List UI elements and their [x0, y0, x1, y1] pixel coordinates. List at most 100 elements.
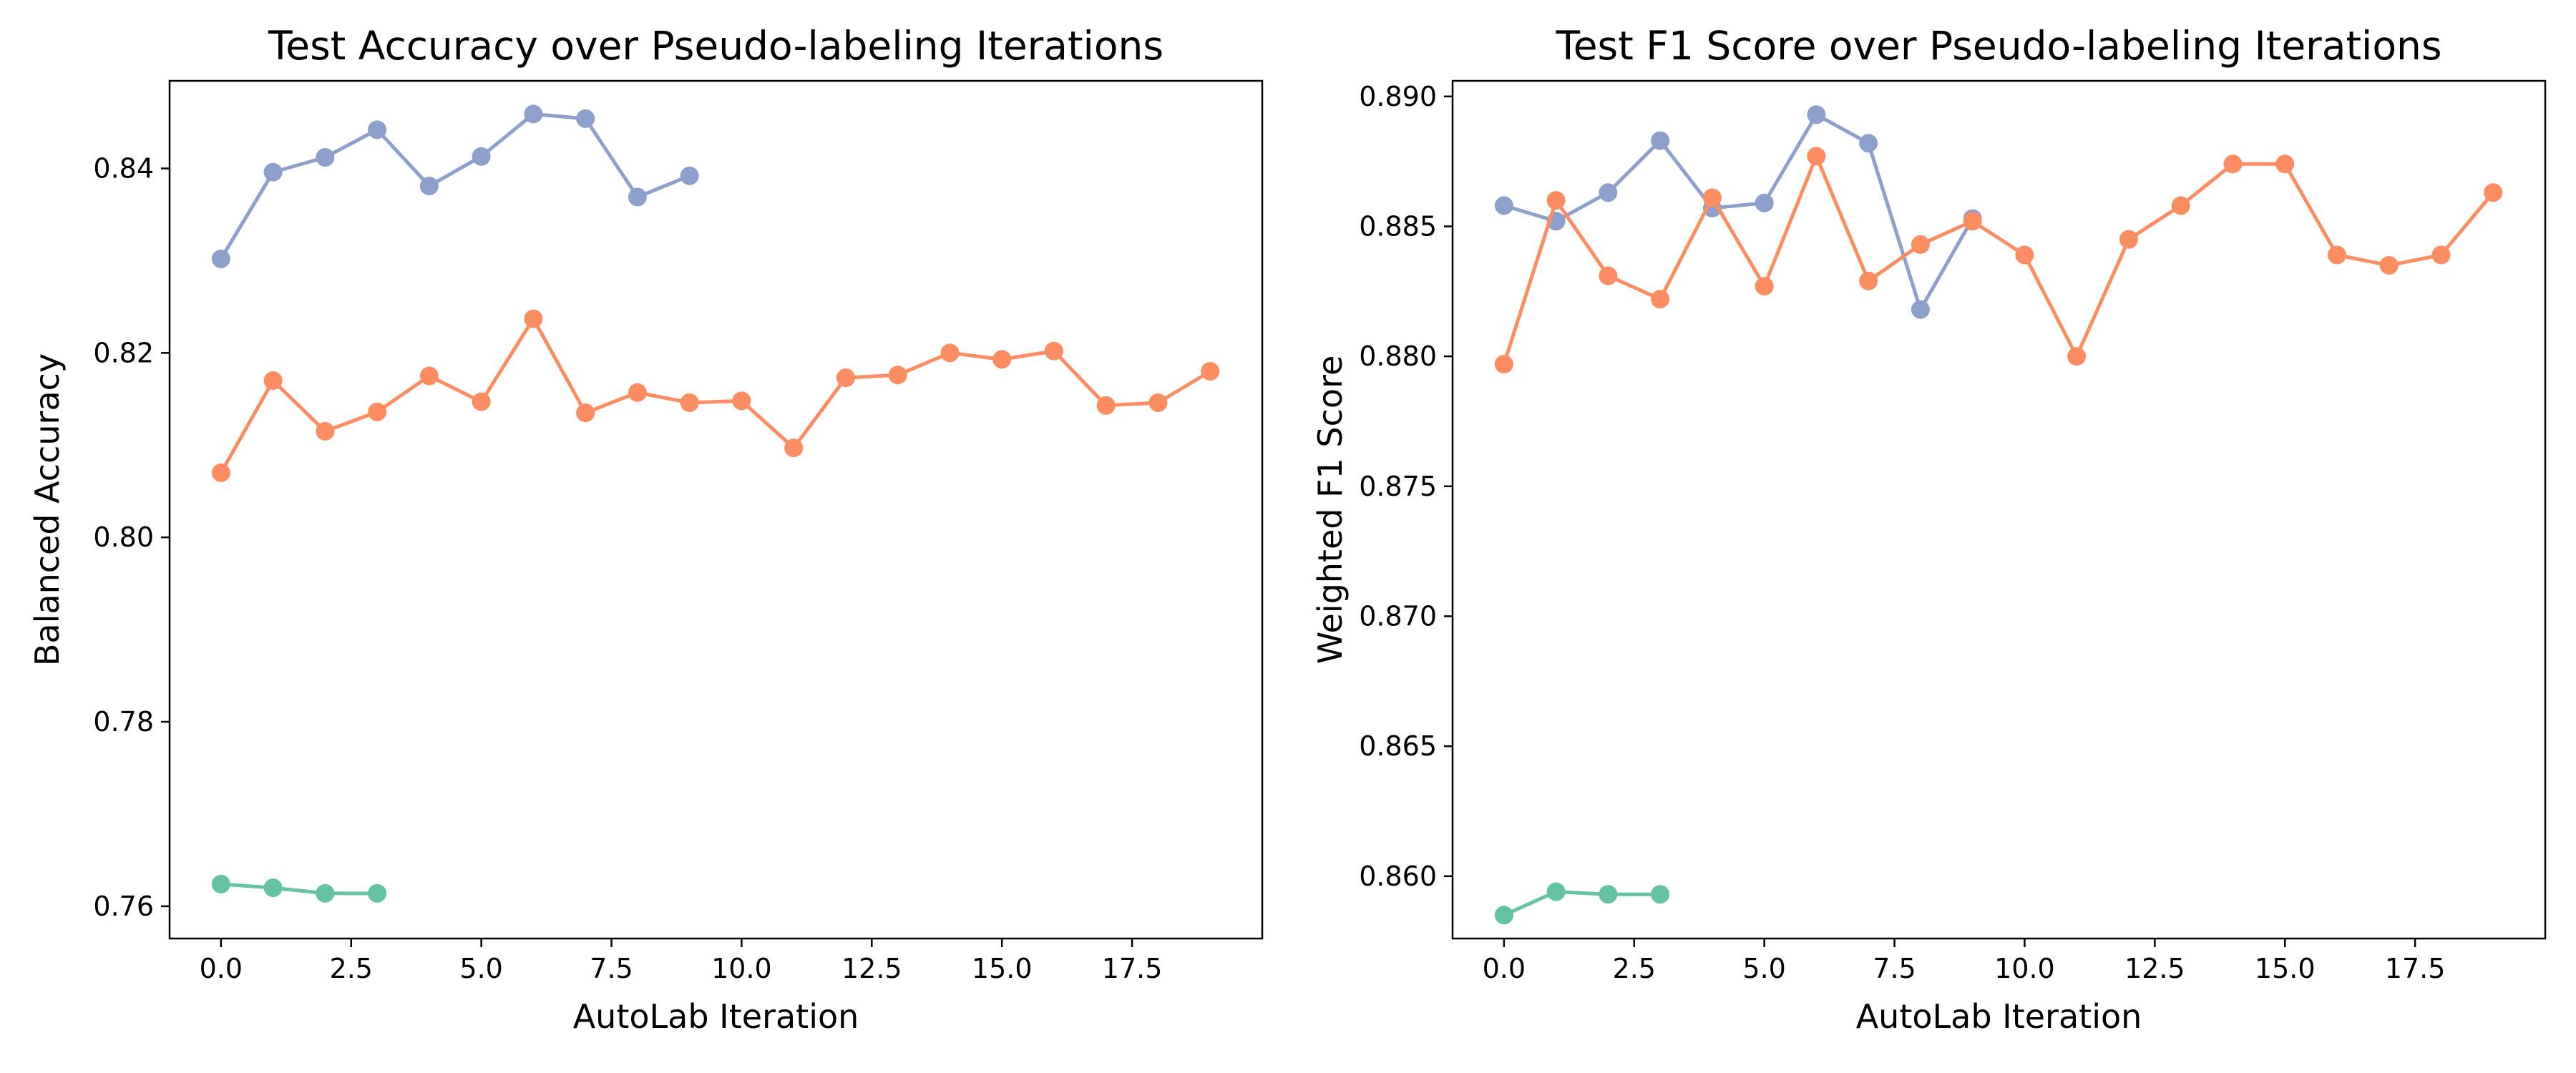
- data-point: [628, 187, 647, 207]
- data-point: [211, 874, 230, 893]
- data-point: [1651, 131, 1670, 150]
- data-point: [1963, 212, 1982, 231]
- data-point: [263, 162, 283, 182]
- data-point: [2431, 245, 2451, 265]
- data-point: [1807, 147, 1826, 166]
- series-line-1: [1502, 154, 2495, 365]
- data-point: [419, 176, 439, 195]
- y-tick-label: 0.860: [1359, 861, 1437, 892]
- data-point: [2379, 255, 2399, 275]
- x-tick-label: 15.0: [972, 953, 1033, 984]
- data-point: [2275, 155, 2295, 174]
- data-point: [2067, 347, 2087, 366]
- data-point: [576, 403, 595, 423]
- data-point: [1755, 277, 1774, 296]
- y-tick-label: 0.890: [1359, 81, 1437, 112]
- data-point: [1546, 882, 1566, 901]
- x-tick-label: 10.0: [1994, 953, 2055, 984]
- y-tick-label: 0.870: [1359, 600, 1437, 632]
- data-point: [316, 421, 335, 441]
- y-tick-label: 0.82: [93, 337, 154, 368]
- y-axis-label: Balanced Accuracy: [28, 353, 67, 666]
- data-point: [368, 402, 387, 421]
- data-point: [316, 148, 335, 167]
- x-tick-label: 10.0: [711, 953, 772, 984]
- data-point: [524, 309, 543, 328]
- data-point: [419, 366, 439, 386]
- data-point: [1651, 290, 1670, 309]
- data-point: [263, 878, 283, 898]
- data-point: [368, 883, 387, 903]
- chart-panel-balanced-accuracy: Test Accuracy over Pseudo-labeling Itera…: [28, 23, 1264, 1036]
- x-tick-label: 7.5: [590, 953, 633, 984]
- data-point: [368, 120, 387, 139]
- data-point: [784, 438, 804, 458]
- x-tick-label: 2.5: [330, 953, 373, 984]
- data-point: [1599, 885, 1618, 904]
- data-point: [1859, 271, 1878, 290]
- data-point: [211, 249, 230, 268]
- x-axis-label: AutoLab Iteration: [573, 997, 859, 1036]
- y-tick-label: 0.78: [93, 706, 154, 738]
- data-point: [888, 366, 907, 385]
- data-point: [1911, 235, 1930, 254]
- data-point: [1494, 196, 1513, 215]
- y-tick-label: 0.885: [1359, 210, 1437, 242]
- data-point: [2015, 245, 2034, 265]
- data-point: [1702, 188, 1722, 207]
- x-tick-label: 12.5: [2124, 953, 2185, 984]
- x-tick-label: 12.5: [841, 953, 902, 984]
- x-tick-label: 5.0: [1742, 953, 1785, 984]
- data-point: [1911, 300, 1930, 319]
- data-point: [211, 463, 230, 482]
- x-tick-label: 15.0: [2255, 953, 2316, 984]
- chart-title: Test Accuracy over Pseudo-labeling Itera…: [268, 23, 1163, 69]
- chart-title: Test F1 Score over Pseudo-labeling Itera…: [1555, 23, 2441, 69]
- series-line-2: [1503, 890, 1661, 917]
- x-axis-label: AutoLab Iteration: [1856, 997, 2142, 1036]
- data-point: [1494, 906, 1513, 925]
- series-line-1: [219, 317, 1211, 474]
- data-point: [2223, 155, 2243, 174]
- data-point: [1599, 183, 1618, 202]
- x-tick-label: 2.5: [1613, 953, 1656, 984]
- y-tick-label: 0.84: [93, 152, 154, 184]
- data-point: [263, 371, 283, 391]
- series-line-2: [220, 882, 378, 896]
- data-point: [524, 104, 543, 124]
- data-point: [1201, 362, 1220, 381]
- data-point: [472, 392, 491, 411]
- data-point: [2119, 230, 2138, 249]
- x-tick-label: 17.5: [2385, 953, 2446, 984]
- y-axis-label: Weighted F1 Score: [1311, 356, 1350, 665]
- data-point: [316, 883, 335, 903]
- chart-panel-weighted-f1: Test F1 Score over Pseudo-labeling Itera…: [1311, 23, 2547, 1036]
- y-tick-label: 0.880: [1359, 340, 1437, 372]
- x-tick-label: 17.5: [1102, 953, 1163, 984]
- data-point: [472, 147, 491, 166]
- y-tick-label: 0.875: [1359, 471, 1437, 502]
- data-point: [1044, 341, 1063, 361]
- data-point: [1148, 393, 1168, 412]
- data-point: [628, 383, 647, 402]
- data-point: [576, 109, 595, 128]
- data-point: [1546, 191, 1566, 210]
- data-point: [836, 368, 855, 388]
- data-point: [1599, 266, 1618, 285]
- data-point: [732, 391, 751, 411]
- data-point: [1859, 134, 1878, 153]
- plot-frame: [168, 79, 1264, 940]
- data-point: [2327, 245, 2346, 265]
- data-point: [992, 350, 1012, 369]
- data-point: [1494, 355, 1513, 374]
- y-tick-label: 0.76: [93, 891, 154, 922]
- data-point: [940, 343, 960, 363]
- x-tick-label: 5.0: [459, 953, 502, 984]
- x-tick-label: 0.0: [200, 953, 243, 984]
- x-tick-label: 0.0: [1483, 953, 1526, 984]
- data-point: [1755, 193, 1774, 212]
- y-tick-label: 0.865: [1359, 730, 1437, 762]
- data-point: [680, 393, 699, 412]
- data-point: [1651, 885, 1670, 904]
